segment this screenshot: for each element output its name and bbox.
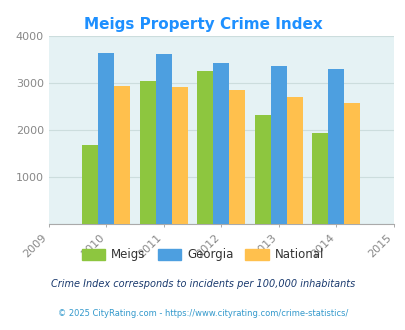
- Bar: [311, 133, 328, 224]
- Bar: [114, 86, 130, 224]
- Bar: [171, 87, 188, 224]
- Text: © 2025 CityRating.com - https://www.cityrating.com/crime-statistics/: © 2025 CityRating.com - https://www.city…: [58, 309, 347, 318]
- Bar: [254, 115, 270, 224]
- Bar: [197, 71, 213, 224]
- Bar: [229, 90, 245, 224]
- Text: Crime Index corresponds to incidents per 100,000 inhabitants: Crime Index corresponds to incidents per…: [51, 279, 354, 289]
- Bar: [213, 63, 229, 224]
- Bar: [286, 97, 302, 224]
- Text: Meigs Property Crime Index: Meigs Property Crime Index: [83, 16, 322, 31]
- Bar: [270, 66, 286, 224]
- Legend: Meigs, Georgia, National: Meigs, Georgia, National: [77, 244, 328, 266]
- Bar: [156, 54, 171, 224]
- Bar: [98, 53, 114, 224]
- Bar: [82, 146, 98, 224]
- Bar: [139, 81, 155, 224]
- Bar: [343, 103, 360, 224]
- Bar: [328, 69, 343, 224]
